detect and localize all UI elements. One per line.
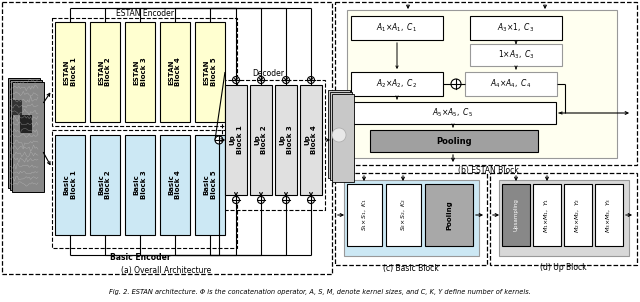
Text: Upsampling: Upsampling <box>513 198 518 231</box>
Bar <box>55 135 85 235</box>
Text: Pooling: Pooling <box>446 200 452 230</box>
Bar <box>347 10 617 158</box>
Circle shape <box>232 76 239 83</box>
Bar <box>332 94 354 182</box>
Bar <box>564 184 592 246</box>
Bar <box>195 22 225 122</box>
Text: Decoder: Decoder <box>252 69 284 78</box>
Bar <box>250 85 272 195</box>
Text: $1{\times}A_3,\ C_3$: $1{\times}A_3,\ C_3$ <box>497 49 534 61</box>
Bar <box>470 44 562 66</box>
Text: Basic
Block 2: Basic Block 2 <box>99 171 111 199</box>
Bar <box>490 173 637 265</box>
Text: Up
Block 3: Up Block 3 <box>280 126 292 154</box>
Text: $M_3{\times}M_3,\ Y_3$: $M_3{\times}M_3,\ Y_3$ <box>605 197 613 233</box>
Text: $A_3{\times}1,\ C_3$: $A_3{\times}1,\ C_3$ <box>497 22 534 34</box>
Text: (d) Up Block: (d) Up Block <box>540 264 586 272</box>
Bar <box>222 80 325 210</box>
Bar <box>370 130 538 152</box>
Text: Basic
Block 5: Basic Block 5 <box>204 171 216 199</box>
Bar <box>275 85 297 195</box>
Bar <box>328 90 350 178</box>
Bar <box>52 18 237 126</box>
Bar <box>160 22 190 122</box>
Circle shape <box>451 79 461 89</box>
Bar <box>225 85 247 195</box>
Bar <box>351 102 556 124</box>
Text: $S_1{\times}S_1,\ K_1$: $S_1{\times}S_1,\ K_1$ <box>360 199 369 231</box>
Text: $A_4{\times}A_4,\ C_4$: $A_4{\times}A_4,\ C_4$ <box>490 78 532 90</box>
Bar <box>335 173 487 265</box>
Bar <box>10 80 42 190</box>
Text: ESTAN Encoder: ESTAN Encoder <box>116 8 174 18</box>
Text: $A_5{\times}A_5,\ C_5$: $A_5{\times}A_5,\ C_5$ <box>433 107 474 119</box>
Text: ESTAN
Block 3: ESTAN Block 3 <box>134 58 147 86</box>
Bar <box>502 184 530 246</box>
Bar <box>595 184 623 246</box>
Bar <box>351 72 443 96</box>
Text: (c) Basic Block: (c) Basic Block <box>383 264 439 272</box>
Text: $S_2{\times}S_2,\ K_2$: $S_2{\times}S_2,\ K_2$ <box>399 199 408 231</box>
Circle shape <box>307 76 314 83</box>
Circle shape <box>282 197 289 204</box>
Bar <box>300 85 322 195</box>
Text: $M_1{\times}M_1,\ Y_1$: $M_1{\times}M_1,\ Y_1$ <box>543 197 552 233</box>
Text: Basic
Block 4: Basic Block 4 <box>168 171 182 199</box>
Bar <box>347 184 382 246</box>
Circle shape <box>282 76 289 83</box>
Bar <box>90 135 120 235</box>
Bar <box>55 22 85 122</box>
Bar <box>2 2 332 274</box>
Circle shape <box>232 197 239 204</box>
Bar <box>195 135 225 235</box>
Bar <box>425 184 473 246</box>
Bar <box>335 2 637 165</box>
Bar <box>125 135 155 235</box>
Bar <box>470 16 562 40</box>
Bar <box>533 184 561 246</box>
Circle shape <box>257 197 264 204</box>
Bar <box>12 100 22 115</box>
Text: Basic Encoder: Basic Encoder <box>109 253 170 262</box>
Text: $A_1{\times}A_1,\ C_1$: $A_1{\times}A_1,\ C_1$ <box>376 22 417 34</box>
Text: (a) Overall Architecture: (a) Overall Architecture <box>121 265 211 275</box>
Bar <box>125 22 155 122</box>
Bar <box>330 92 352 180</box>
Text: Pooling: Pooling <box>436 137 472 146</box>
Circle shape <box>332 128 346 142</box>
Circle shape <box>257 76 264 83</box>
Bar <box>465 72 557 96</box>
Bar <box>90 22 120 122</box>
Text: Basic
Block 3: Basic Block 3 <box>134 171 147 199</box>
Bar <box>351 16 443 40</box>
Bar <box>12 82 44 192</box>
Text: Up
Block 4: Up Block 4 <box>305 126 317 154</box>
Text: (b) ESTAN Block: (b) ESTAN Block <box>458 165 518 175</box>
Text: Fig. 2. ESTAN architecture. Φ is the concatenation operator, A, S, M, denote ker: Fig. 2. ESTAN architecture. Φ is the con… <box>109 289 531 295</box>
Text: ESTAN
Block 1: ESTAN Block 1 <box>63 58 77 86</box>
Bar <box>386 184 421 246</box>
Bar <box>52 130 237 248</box>
Text: ESTAN
Block 5: ESTAN Block 5 <box>204 58 216 86</box>
Text: Up
Block 1: Up Block 1 <box>230 126 243 154</box>
Text: $M_2{\times}M_2,\ Y_2$: $M_2{\times}M_2,\ Y_2$ <box>573 198 582 233</box>
Circle shape <box>215 136 223 144</box>
Text: $A_2{\times}A_2,\ C_2$: $A_2{\times}A_2,\ C_2$ <box>376 78 417 90</box>
Bar <box>344 180 479 256</box>
Bar <box>20 115 32 133</box>
Bar <box>160 135 190 235</box>
Bar <box>8 78 40 188</box>
Bar <box>499 180 629 256</box>
Circle shape <box>307 197 314 204</box>
Text: ESTAN
Block 4: ESTAN Block 4 <box>168 58 182 86</box>
Text: ESTAN
Block 2: ESTAN Block 2 <box>99 58 111 86</box>
Text: Basic
Block 1: Basic Block 1 <box>63 171 77 199</box>
Text: Up
Block 2: Up Block 2 <box>255 126 268 154</box>
